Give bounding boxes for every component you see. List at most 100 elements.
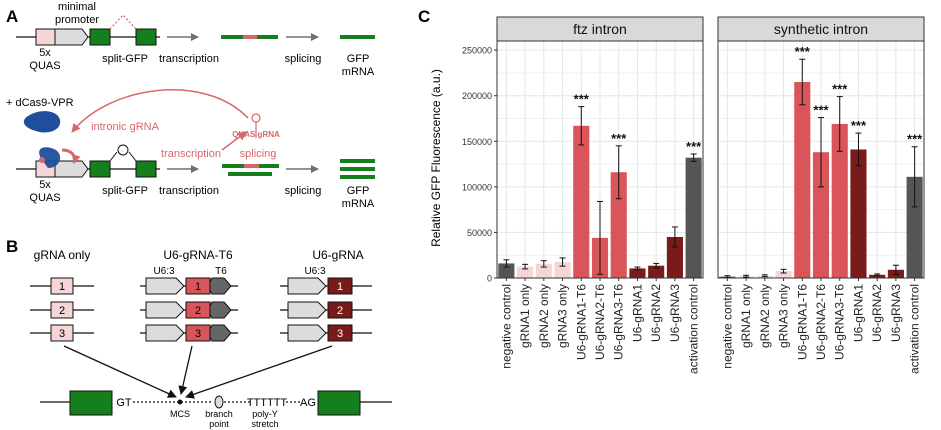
u6-promoter-u6-2: [287, 301, 327, 319]
facet-border: [717, 40, 925, 279]
mcs-dot: [177, 399, 183, 405]
minimal-promoter-label-2: promoter: [55, 14, 99, 26]
quas-label-top-2: QUAS: [29, 60, 60, 72]
facet-border: [496, 40, 704, 279]
bar: [573, 125, 590, 279]
x-tick-label: negative control: [499, 284, 513, 369]
x-tick-label: U6-gRNA2-T6: [593, 284, 607, 360]
grna-only-num-2: 2: [59, 305, 65, 317]
group-title-grna-only: gRNA only: [34, 248, 91, 262]
split-gfp-label-bottom: split-GFP: [102, 185, 148, 197]
minimal-promoter-label-1: minimal: [58, 1, 96, 13]
facet-title: synthetic intron: [774, 21, 868, 37]
gfp-mrna-label-top-1: GFP: [347, 53, 370, 65]
y-tick-label: 150000: [462, 137, 492, 147]
panel-a: A minimal promoter 5x QUAS split-GFP tra…: [6, 1, 375, 210]
x-tick-label: U6-gRNA3-T6: [612, 284, 626, 360]
t6-label: T6: [215, 266, 227, 277]
intron-stem-bottom: [109, 151, 137, 162]
y-tick-label: 250000: [462, 46, 492, 56]
quas-box-top: [35, 28, 56, 46]
significance-label: ***: [611, 131, 627, 146]
x-tick-label: gRNA3 only: [556, 284, 570, 348]
bar: [794, 82, 811, 279]
bar: [831, 123, 848, 278]
panel-c: C Relative GFP Fluorescence (a.u.) 0 5000…: [418, 7, 925, 374]
mcs-label: MCS: [170, 409, 190, 419]
gfp-mrna-label-bottom-2: mRNA: [342, 198, 375, 210]
branch-label-1: branch: [205, 409, 233, 419]
terminator-t6-2: [209, 301, 232, 319]
x-tick-label: gRNA1 only: [518, 284, 532, 348]
grna-only-num-1: 1: [59, 281, 65, 293]
intron-design: GT MCS branch point TTTTTT poly-Y stretc…: [40, 390, 392, 429]
significance-label: ***: [907, 132, 923, 147]
split-gfp-label-top: split-GFP: [102, 53, 148, 65]
x-tick-label: U6-gRNA1-T6: [795, 284, 809, 360]
dcas9-bound-grna: [39, 157, 45, 163]
u6-label-u6-group: U6:3: [304, 266, 326, 277]
bar: [775, 271, 792, 278]
bar: [517, 266, 534, 278]
u6-num-3: 3: [337, 328, 343, 340]
y-tick-label: 50000: [467, 228, 492, 238]
intron-loop-top: [109, 14, 137, 30]
bar: [906, 176, 923, 278]
grna-only-box-1: [50, 277, 74, 295]
significance-label: ***: [686, 139, 702, 154]
x-tick-label: gRNA2 only: [537, 284, 551, 348]
polyy-label-2: stretch: [251, 419, 278, 429]
gfp-exon-2-bottom: [135, 160, 157, 178]
bar: [869, 274, 886, 278]
facet-strip: [717, 16, 925, 42]
polyy-seq: TTTTTT: [247, 397, 288, 409]
u6-num-2: 2: [337, 305, 343, 317]
grna-only-num-3: 3: [59, 328, 65, 340]
gfp-exon-2-top: [135, 28, 157, 46]
gfp-mrna-label-top-2: mRNA: [342, 66, 375, 78]
quas-label-bottom-1: 5x: [39, 179, 51, 191]
dcas9-bound-blob: [39, 147, 61, 168]
gfp-mrna-label-bottom-1: GFP: [347, 185, 370, 197]
intron-hairpin-bottom: [117, 144, 129, 156]
x-tick-label: gRNA3 only: [777, 284, 791, 348]
significance-label: ***: [574, 92, 590, 107]
splicing-red-label: splicing: [240, 148, 277, 160]
splicing-label-top: splicing: [285, 53, 322, 65]
panel-b: B gRNA only U6-gRNA-T6 U6-gRNA U6:3 T6 U…: [6, 237, 392, 429]
x-tick-label: U6-gRNA2: [870, 284, 884, 342]
panel-b-letter: B: [6, 237, 18, 256]
exon-right: [317, 390, 361, 416]
grna-release-arrow: [221, 131, 247, 151]
bar: [648, 265, 665, 278]
feedback-arrow: [71, 89, 249, 133]
u6-promoter-u6-3: [287, 324, 327, 342]
bar: [666, 236, 683, 278]
dcas9-vpr-label: + dCas9-VPR: [6, 97, 74, 109]
u6-box-3: [327, 324, 353, 342]
terminator-t6-3: [209, 324, 232, 342]
insert-arrow-3: [185, 345, 333, 399]
grna-only-box-2: [50, 301, 74, 319]
construct-row-3: 3 3 3: [30, 324, 372, 342]
u6-box-2: [327, 301, 353, 319]
bar: [850, 149, 867, 278]
bar-chart: 0 50000 100000 150000 200000 250000 ftz intron…: [462, 16, 925, 374]
u6-t6-num-2: 2: [195, 305, 201, 317]
x-tick-label: U6-gRNA3: [668, 284, 682, 342]
bar: [535, 263, 552, 278]
transcription-red-label: transcription: [161, 148, 221, 160]
u6-box-1: [327, 277, 353, 295]
insert-arrow-1: [63, 345, 177, 398]
panel-a-letter: A: [6, 7, 18, 26]
promoter-arrow-top: [54, 28, 89, 46]
bar: [498, 263, 515, 278]
significance-label: ***: [851, 118, 867, 133]
group-title-u6-grna-t6: U6-gRNA-T6: [163, 248, 233, 262]
y-tick-label: 0: [487, 274, 492, 284]
u6-num-1: 1: [337, 281, 343, 293]
branch-point-mark: [214, 395, 224, 409]
y-tick-label: 200000: [462, 91, 492, 101]
intronic-grna-label: intronic gRNA: [91, 121, 160, 133]
splicing-label-bottom: splicing: [285, 185, 322, 197]
